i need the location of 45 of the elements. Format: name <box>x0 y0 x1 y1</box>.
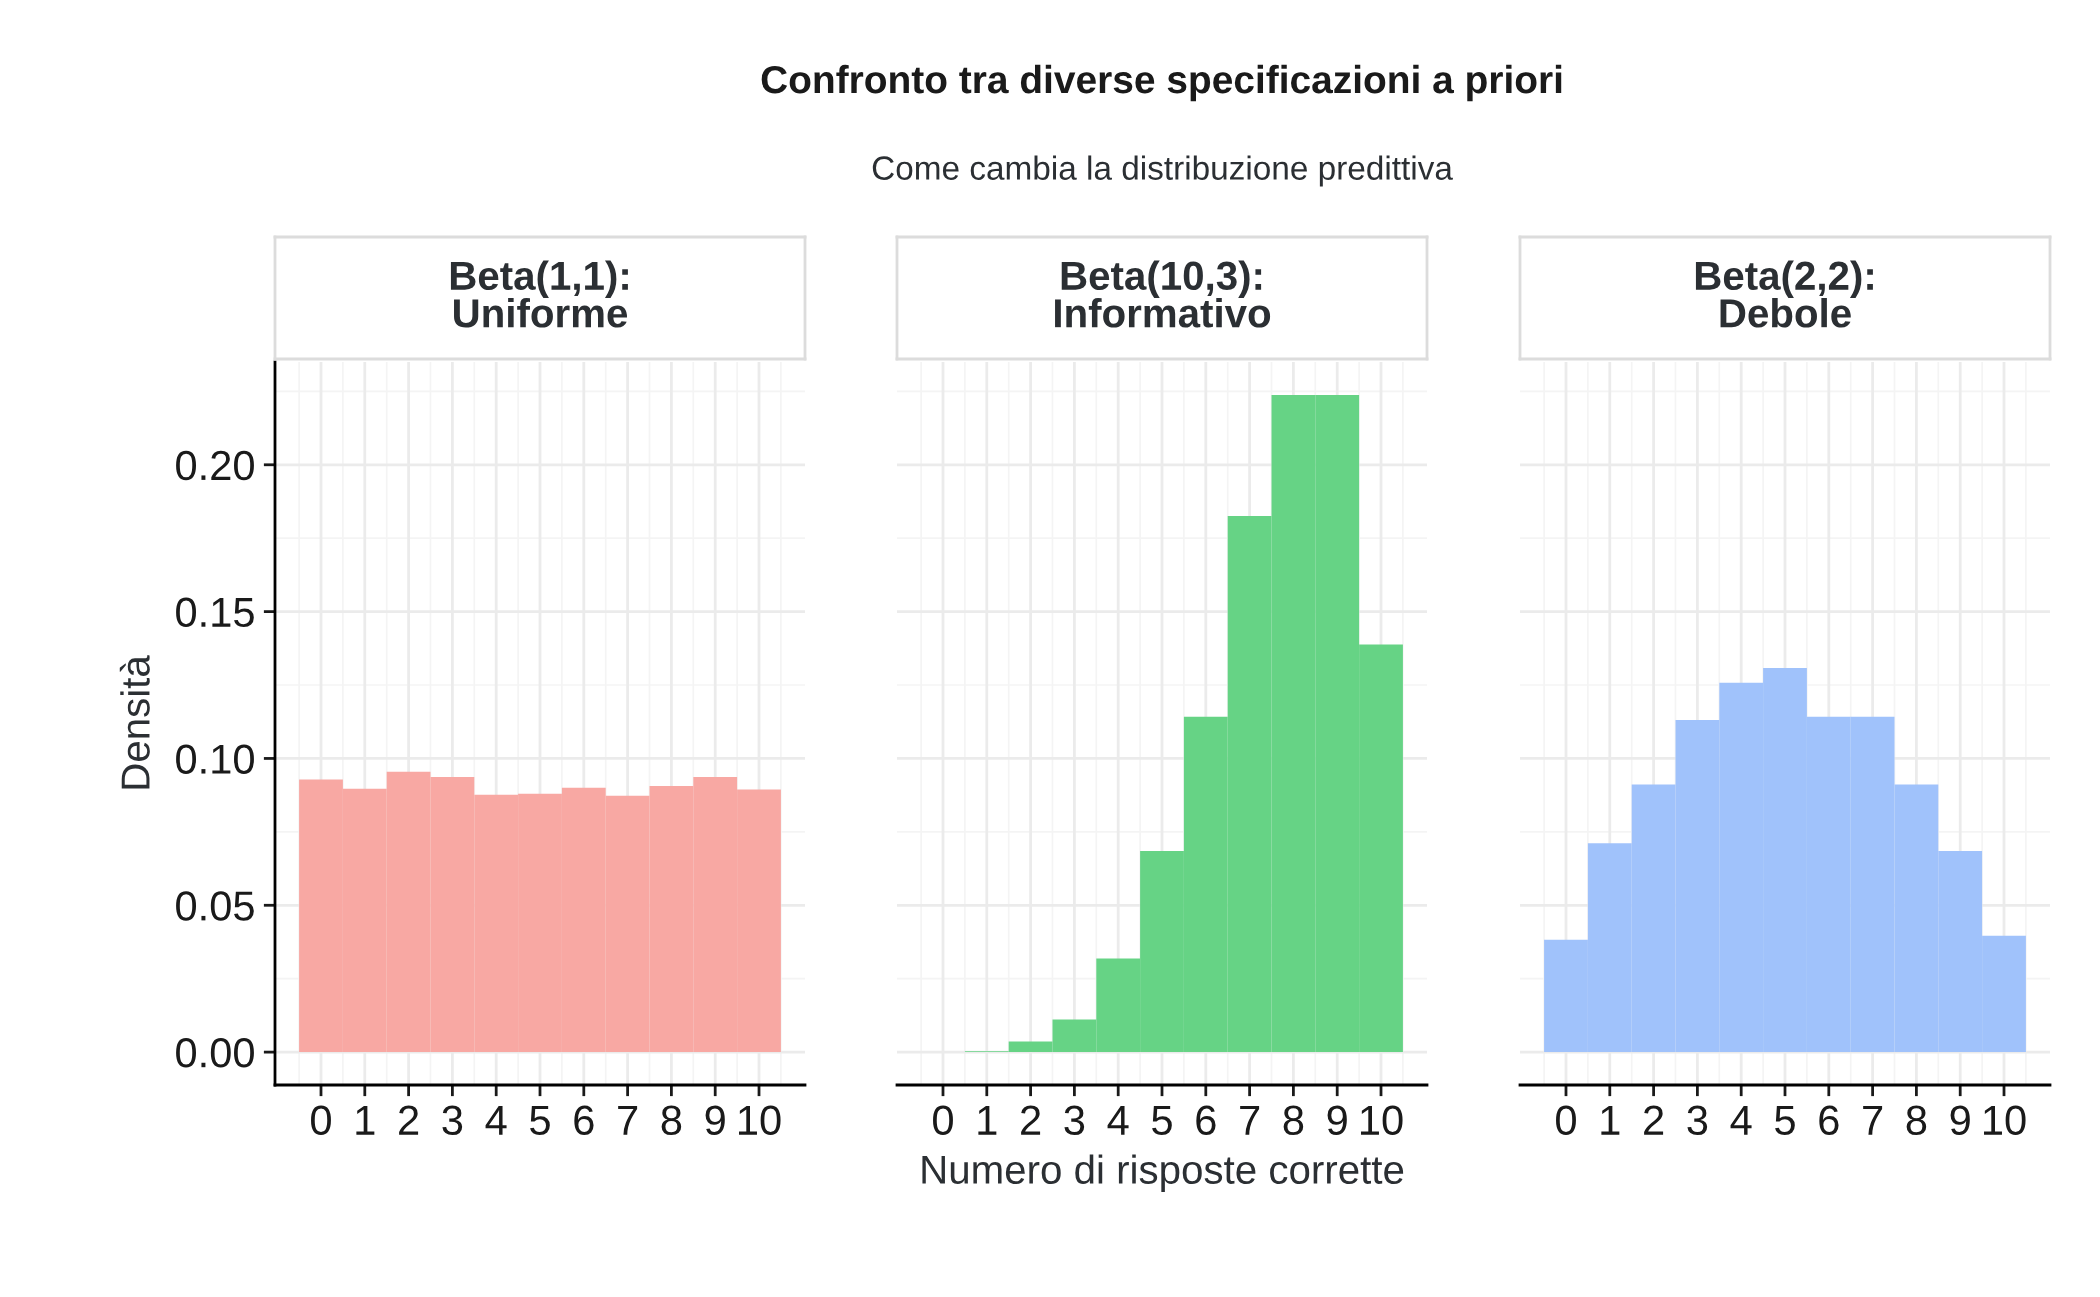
x-tick-label: 5 <box>1152 1105 1172 1136</box>
text: Confronto tra diverse specificazioni a priori <box>761 64 1562 102</box>
x-tick-label: 3 <box>1064 1105 1085 1136</box>
x-tick-label: 9 <box>705 1105 725 1136</box>
y-tick-label: 0.20 <box>176 450 254 481</box>
x-tick-label: 7 <box>1863 1105 1883 1135</box>
y-axis-title: Densità <box>119 655 150 789</box>
chart-title: Beta(2,2): Debole <box>1695 260 1873 328</box>
text: Come cambia la distribuzione predittiva <box>872 155 1453 187</box>
x-tick-label: 6 <box>574 1105 594 1136</box>
x-tick-label: 3 <box>1687 1105 1708 1136</box>
x-tick-label: 4 <box>1107 1105 1129 1135</box>
x-tick-label: 6 <box>1819 1105 1839 1136</box>
x-tick-label: 10 <box>1361 1105 1403 1136</box>
y-tick-label: 0.15 <box>176 597 254 628</box>
x-axis-title: Numero di risposte corrette <box>922 1154 1404 1192</box>
x-tick-label: 1 <box>1601 1105 1620 1135</box>
x-tick-label: 2 <box>399 1105 419 1135</box>
x-tick-label: 4 <box>485 1105 507 1135</box>
x-tick-label: 8 <box>1906 1105 1927 1136</box>
y-tick-label: 0.00 <box>176 1038 254 1068</box>
chart-title: Beta(1,1): Uniforme <box>450 260 628 328</box>
x-tick-label: 0 <box>933 1105 953 1136</box>
x-tick-label: 5 <box>530 1105 550 1136</box>
x-tick-label: 9 <box>1950 1105 1970 1136</box>
x-tick-label: 10 <box>1984 1105 2026 1136</box>
x-tick-label: 1 <box>978 1105 997 1135</box>
x-tick-label: 2 <box>1644 1105 1664 1135</box>
x-tick-label: 3 <box>442 1105 463 1136</box>
x-tick-label: 0 <box>1556 1105 1576 1136</box>
y-tick-label: 0.10 <box>176 744 254 774</box>
x-tick-label: 6 <box>1196 1105 1216 1136</box>
x-tick-label: 10 <box>739 1105 781 1136</box>
x-tick-label: 5 <box>1775 1105 1795 1136</box>
x-tick-label: 8 <box>661 1105 682 1136</box>
x-tick-label: 9 <box>1327 1105 1347 1136</box>
x-tick-label: 4 <box>1730 1105 1752 1135</box>
x-tick-label: 7 <box>1240 1105 1260 1135</box>
x-tick-label: 7 <box>618 1105 638 1135</box>
x-tick-label: 8 <box>1283 1105 1304 1136</box>
chart-title: Beta(10,3): Informativo <box>1055 260 1271 328</box>
x-tick-label: 2 <box>1021 1105 1041 1135</box>
y-tick-label: 0.05 <box>176 891 254 921</box>
x-tick-label: 1 <box>356 1105 375 1135</box>
x-tick-label: 0 <box>311 1105 331 1136</box>
